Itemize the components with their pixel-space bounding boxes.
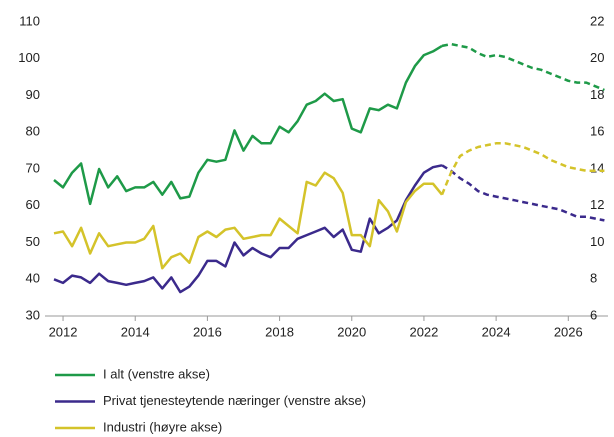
legend-label: Industri (høyre akse) (103, 419, 222, 434)
x-tick-label: 2018 (265, 324, 294, 339)
x-tick-label: 2016 (193, 324, 222, 339)
projection-line (441, 42, 605, 92)
y2-tick-label: 20 (590, 50, 604, 65)
y2-tick-label: 14 (590, 160, 604, 175)
legend-label: I alt (venstre akse) (103, 366, 210, 381)
series-line (53, 164, 443, 294)
x-tick-label: 2026 (554, 324, 583, 339)
y2-tick-label: 6 (590, 307, 597, 322)
y-tick-label: 30 (26, 307, 40, 322)
y2-tick-label: 22 (590, 13, 604, 28)
y2-tick-label: 8 (590, 271, 597, 286)
legend-label: Privat tjenesteytende næringer (venstre … (103, 393, 366, 408)
y-tick-label: 80 (26, 124, 40, 139)
y2-tick-label: 10 (590, 234, 604, 249)
x-tick-label: 2014 (121, 324, 150, 339)
x-tick-label: 2022 (409, 324, 438, 339)
y-tick-label: 70 (26, 160, 40, 175)
series-line (53, 171, 443, 270)
series-line (53, 44, 443, 206)
x-tick-label: 2024 (482, 324, 511, 339)
y2-tick-label: 18 (590, 87, 604, 102)
y-tick-label: 100 (18, 50, 40, 65)
y2-tick-label: 12 (590, 197, 604, 212)
y-tick-label: 110 (19, 13, 40, 28)
projection-line (441, 164, 605, 222)
x-tick-label: 2012 (49, 324, 78, 339)
y-tick-label: 40 (26, 271, 40, 286)
y-tick-label: 90 (26, 87, 40, 102)
y2-tick-label: 16 (590, 124, 604, 139)
projection-line (440, 142, 605, 196)
y-tick-label: 60 (26, 197, 40, 212)
x-tick-label: 2020 (337, 324, 366, 339)
y-tick-label: 50 (26, 234, 40, 249)
